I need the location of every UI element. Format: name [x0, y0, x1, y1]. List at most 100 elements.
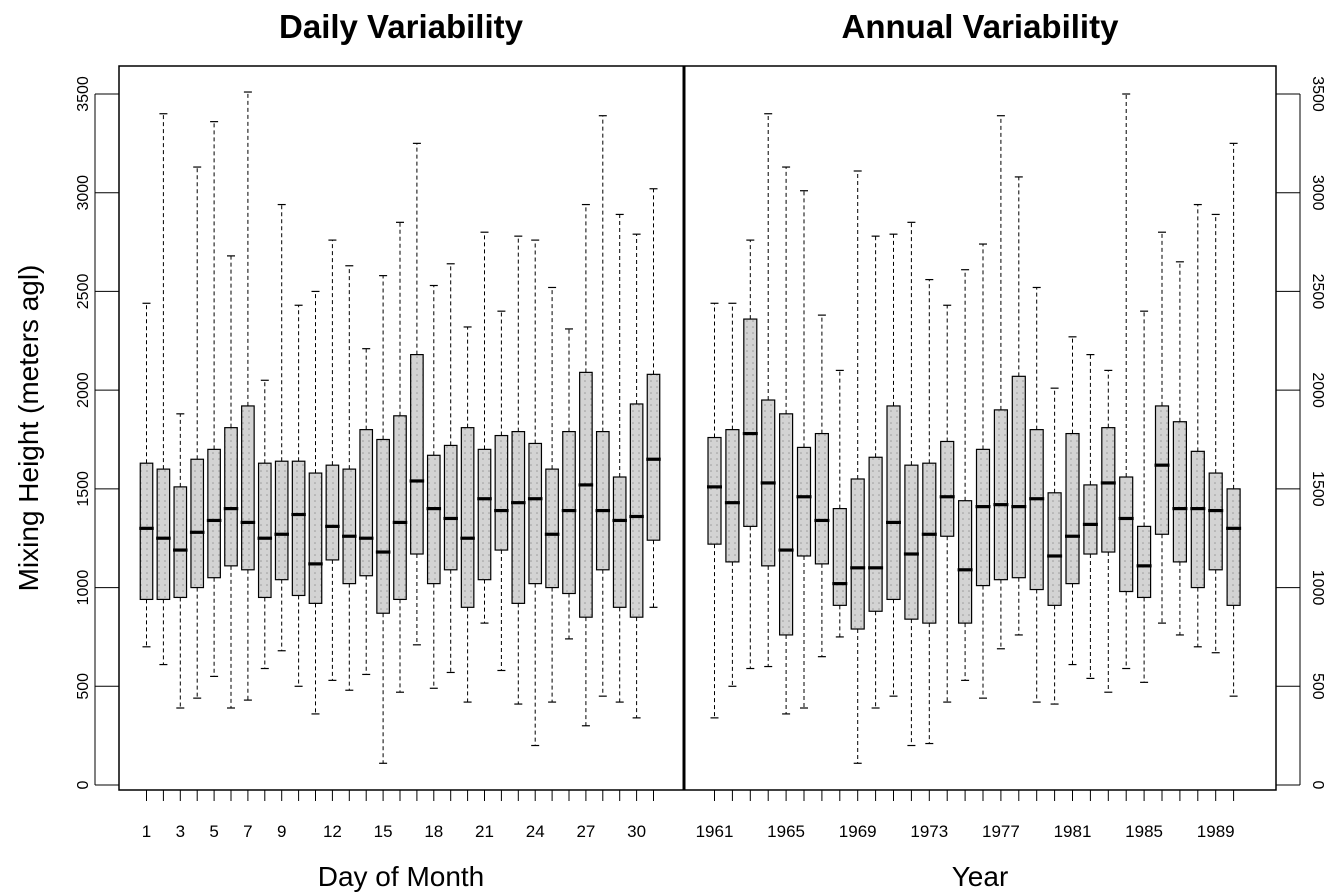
box-body [850, 478, 865, 630]
box-body [1047, 492, 1062, 606]
annual-box-1989 [1208, 213, 1224, 654]
annual-x-axis: 1961 1965 1969 1973 1977 1981 1985 1989 [696, 789, 1235, 841]
daily-box-28 [595, 115, 611, 697]
box-body [646, 373, 661, 541]
box-body [410, 354, 424, 555]
right-y-tick-label: 2500 [1309, 274, 1326, 310]
daily-box-12 [325, 239, 340, 681]
annual-box-1970 [868, 235, 884, 709]
annual-box-1988 [1190, 203, 1206, 648]
left-y-tick-label: 1500 [75, 471, 92, 507]
box-body [886, 405, 901, 601]
annual-x-axis-title: Year [952, 861, 1009, 892]
daily-box-7 [240, 91, 256, 701]
box-body [460, 427, 475, 608]
box-body [629, 403, 644, 618]
annual-box-1981 [1065, 336, 1080, 666]
daily-box-26 [561, 328, 577, 640]
daily-box-15 [375, 275, 391, 764]
daily-box-19 [443, 263, 458, 674]
daily-x-tick-label: 5 [209, 822, 218, 841]
annual-boxes [707, 93, 1242, 764]
box-body [868, 456, 883, 612]
right-y-tick-label: 3500 [1309, 76, 1326, 112]
daily-x-tick-label: 3 [176, 822, 185, 841]
daily-box-2 [156, 113, 171, 666]
annual-box-1973 [921, 278, 937, 745]
annual-x-tick-label: 1977 [982, 822, 1020, 841]
box-body [975, 448, 991, 587]
box-body [1190, 450, 1205, 589]
daily-box-10 [291, 304, 306, 687]
left-y-tick-label: 3500 [75, 76, 92, 112]
box-body [595, 431, 610, 571]
daily-box-23 [511, 235, 526, 705]
annual-box-1965 [778, 166, 794, 715]
box-body [190, 458, 205, 589]
daily-x-tick-label: 1 [142, 822, 151, 841]
box-body [1029, 429, 1044, 591]
box-body [1119, 476, 1134, 593]
daily-box-17 [409, 142, 425, 646]
box-body [778, 413, 794, 636]
right-y-tick-label: 3000 [1309, 175, 1326, 211]
box-body [291, 460, 306, 597]
annual-box-1966 [796, 190, 812, 709]
left-y-axis: 0 500 1000 1500 2000 2500 3000 3500 [75, 76, 119, 789]
box-body [224, 427, 238, 567]
annual-box-1961 [707, 302, 722, 719]
box-body [940, 440, 955, 537]
annual-x-tick-label: 1981 [1054, 822, 1092, 841]
daily-box-9 [274, 203, 289, 652]
daily-x-axis-title: Day of Month [318, 861, 485, 892]
daily-box-5 [206, 121, 222, 678]
box-body [376, 438, 390, 614]
right-y-tick-label: 1000 [1309, 570, 1326, 606]
box-body [1083, 484, 1098, 555]
box-body [511, 431, 526, 604]
left-y-tick-label: 1000 [75, 570, 92, 606]
annual-box-1982 [1082, 354, 1098, 679]
right-y-tick-label: 2000 [1309, 372, 1326, 408]
box-body [545, 468, 559, 589]
box-body [528, 442, 543, 585]
daily-box-20 [460, 326, 475, 703]
right-y-tick-label: 500 [1309, 673, 1326, 700]
annual-box-1967 [814, 314, 830, 658]
left-y-tick-label: 500 [75, 673, 92, 700]
daily-box-3 [173, 413, 188, 709]
box-body [325, 464, 340, 561]
annual-box-1974 [939, 304, 955, 703]
box-body [393, 415, 407, 601]
daily-box-13 [342, 265, 357, 691]
box-body [1172, 421, 1188, 563]
daily-box-30 [629, 233, 644, 719]
right-y-tick-label: 1500 [1309, 471, 1326, 507]
annual-box-1969 [850, 170, 866, 764]
daily-box-18 [426, 284, 442, 689]
annual-box-1975 [957, 269, 973, 681]
daily-box-29 [612, 213, 627, 703]
daily-boxes [139, 91, 661, 764]
daily-box-6 [223, 255, 239, 709]
box-body [477, 448, 492, 581]
box-body [1154, 405, 1170, 535]
annual-box-1976 [975, 243, 991, 699]
daily-box-22 [494, 310, 509, 672]
daily-x-tick-label: 9 [277, 822, 286, 841]
box-body [579, 371, 593, 618]
daily-box-24 [527, 239, 543, 747]
annual-x-tick-label: 1989 [1197, 822, 1235, 841]
box-body [814, 432, 830, 565]
left-y-tick-label: 3000 [75, 175, 92, 211]
left-y-tick-label: 0 [75, 780, 92, 789]
box-body [342, 468, 357, 585]
annual-box-1964 [760, 113, 776, 668]
annual-box-1971 [886, 233, 901, 697]
left-y-tick-label: 2500 [75, 274, 92, 310]
annual-box-1985 [1136, 310, 1152, 683]
daily-x-tick-label: 30 [627, 822, 646, 841]
annual-x-tick-label: 1965 [767, 822, 805, 841]
box-body [494, 434, 509, 551]
